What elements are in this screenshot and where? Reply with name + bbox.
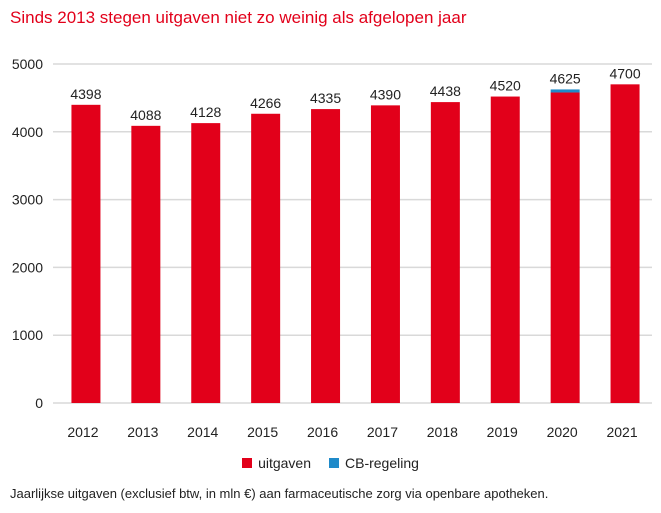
y-tick-label: 1000 [12, 327, 43, 343]
data-label-2012: 4398 [70, 86, 101, 102]
data-label-2016: 4335 [310, 90, 341, 106]
x-tick-label-2015: 2015 [247, 424, 278, 440]
data-label-2015: 4266 [250, 95, 281, 111]
legend-swatch-cb-regeling [329, 458, 339, 468]
y-tick-label: 3000 [12, 192, 43, 208]
bar-uitgaven-2014 [191, 123, 221, 404]
x-tick-label-2013: 2013 [127, 424, 158, 440]
chart-caption: Jaarlijkse uitgaven (exclusief btw, in m… [10, 486, 549, 501]
bar-uitgaven-2020 [550, 92, 580, 403]
bar-uitgaven-2021 [610, 84, 640, 403]
x-tick-label-2018: 2018 [427, 424, 458, 440]
bar-uitgaven-2013 [131, 125, 161, 403]
data-label-2014: 4128 [190, 104, 221, 120]
x-tick-label-2012: 2012 [67, 424, 98, 440]
data-label-2013: 4088 [130, 107, 161, 123]
x-tick-label-2020: 2020 [547, 424, 578, 440]
legend-label-cb-regeling: CB-regeling [345, 455, 419, 471]
x-tick-label-2021: 2021 [606, 424, 637, 440]
data-label-2019: 4520 [490, 78, 521, 94]
legend-label-uitgaven: uitgaven [258, 455, 311, 471]
x-tick-label-2019: 2019 [487, 424, 518, 440]
bar-cb-regeling-2020 [550, 89, 580, 93]
x-tick-label-2016: 2016 [307, 424, 338, 440]
bar-uitgaven-2015 [251, 113, 281, 403]
y-tick-label: 2000 [12, 259, 43, 275]
bar-uitgaven-2019 [490, 96, 520, 403]
bar-chart: 0 1000 2000 3000 4000 5000 4398 2012 4088 2013 412… [12, 56, 652, 440]
legend-item-uitgaven: uitgaven [242, 455, 311, 471]
bar-uitgaven-2016 [311, 109, 341, 403]
x-tick-label-2017: 2017 [367, 424, 398, 440]
bar-uitgaven-2012 [71, 104, 101, 403]
data-label-2020: 4625 [550, 70, 581, 86]
y-tick-label: 5000 [12, 56, 43, 72]
data-label-2021: 4700 [609, 65, 640, 81]
y-tick-label: 4000 [12, 124, 43, 140]
bar-uitgaven-2017 [370, 105, 400, 403]
x-tick-label-2014: 2014 [187, 424, 218, 440]
data-label-2018: 4438 [430, 83, 461, 99]
data-label-2017: 4390 [370, 86, 401, 102]
chart-title: Sinds 2013 stegen uitgaven niet zo weini… [10, 8, 467, 27]
legend-swatch-uitgaven [242, 458, 253, 468]
legend: uitgaven CB-regeling [0, 455, 661, 471]
y-tick-label: 0 [35, 395, 43, 411]
bar-uitgaven-2018 [430, 102, 460, 403]
legend-item-cb-regeling: CB-regeling [329, 455, 419, 471]
